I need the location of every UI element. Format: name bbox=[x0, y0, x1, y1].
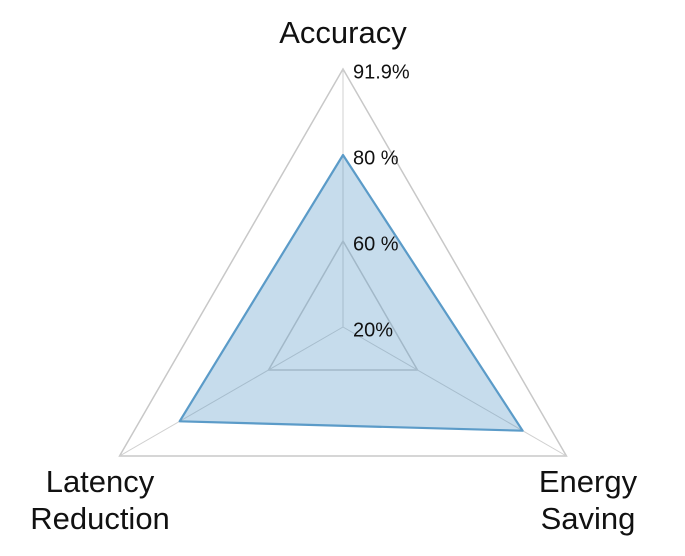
axis-label: Accuracy bbox=[279, 15, 407, 50]
r-tick-label: 91.9% bbox=[353, 61, 410, 83]
r-tick-label: 60 % bbox=[353, 233, 399, 255]
grid-ring bbox=[267, 239, 419, 371]
grid-ring bbox=[118, 67, 568, 457]
series-area bbox=[178, 153, 524, 432]
r-tick-label: 20% bbox=[353, 319, 393, 341]
axis-label: Energy Saving bbox=[538, 464, 638, 536]
axis-label: Latency Reduction bbox=[30, 464, 170, 536]
r-tick-label: 80 % bbox=[353, 147, 399, 169]
axis-spoke bbox=[342, 326, 567, 457]
axis-spoke bbox=[119, 326, 344, 457]
